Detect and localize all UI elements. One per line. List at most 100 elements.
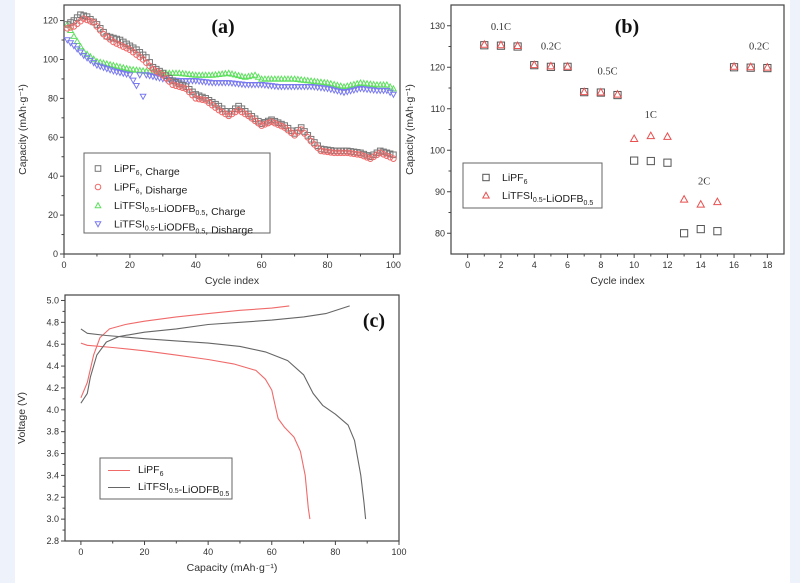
data-point-circle: [350, 150, 358, 158]
x-tick-label: 12: [662, 260, 672, 270]
legend-box: [83, 152, 271, 234]
legend-b: LiPF6 LiTFSI0.5-LiODFB0.5: [462, 162, 603, 209]
data-point-circle: [199, 96, 206, 103]
legend-entry-label: LiTFSI0.5-LiODFB0.5: [502, 190, 593, 207]
data-point-triangle-up: [129, 65, 137, 73]
y-tick-label: 60: [48, 132, 58, 142]
data-point-triangle-up: [185, 70, 193, 77]
data-point-triangle-up: [481, 191, 491, 199]
series-discharge_lipf6: [63, 15, 397, 162]
y-tick-label: 110: [431, 104, 445, 114]
data-point-circle: [123, 44, 130, 52]
data-point-square: [646, 156, 655, 166]
x-axis-label: Capacity (mAh·g⁻¹): [187, 562, 278, 574]
data-point-circle: [238, 108, 246, 116]
series-line-line_litfsi-charge: [80, 305, 350, 404]
y-tick-label: 120: [430, 62, 445, 72]
data-point-triangle-up: [496, 40, 506, 49]
data-point-triangle-up: [386, 82, 394, 90]
y-tick-label: 3.0: [46, 514, 59, 524]
data-point-circle: [363, 154, 371, 161]
legend-a: LiPF6, Charge LiPF6, Disharge LiTFSI0.5-Li…: [83, 152, 271, 237]
data-point-circle: [172, 82, 180, 90]
chart-panel-c: 0 20 40 60 80 100 2.8 3.0 3.2 3.4 3.6 3.8 4.0 4.2 4.4 4…: [16, 294, 407, 574]
data-point-circle: [274, 121, 282, 128]
y-tick-label: 2.8: [46, 536, 59, 546]
y-tick-label: 3.4: [46, 470, 59, 480]
panel-label-c: (c): [363, 310, 385, 332]
data-point-circle: [175, 83, 183, 91]
data-point-triangle-down: [340, 89, 348, 97]
data-point-square: [630, 156, 639, 165]
x-tick-label: 40: [203, 547, 213, 557]
data-point-triangle-up: [330, 80, 338, 88]
x-tick-label: 6: [565, 260, 570, 270]
data-point-triangle-up: [89, 55, 98, 62]
legend-entry-label: LiPF6, Charge: [114, 163, 180, 178]
data-point-triangle-down: [73, 46, 81, 53]
legend-box: [462, 162, 603, 209]
x-tick-label: 20: [140, 547, 150, 557]
data-point-circle: [156, 69, 163, 77]
data-point-triangle-up: [83, 50, 91, 57]
data-point-triangle-up: [132, 66, 141, 73]
y-tick-label: 3.6: [46, 449, 59, 459]
data-point-triangle-up: [231, 70, 239, 78]
x-tick-label: 4: [532, 260, 537, 270]
data-point-triangle-up: [529, 60, 539, 69]
data-point-circle: [327, 149, 335, 156]
data-point-triangle-up: [389, 84, 398, 92]
data-point-square: [696, 225, 705, 234]
rate-annotation: 0.1C: [491, 22, 511, 33]
y-tick-label: 130: [430, 21, 445, 31]
legend-entry-label: LiPF6, Disharge: [114, 182, 188, 197]
data-point-circle: [222, 110, 229, 118]
data-point-circle: [152, 67, 160, 75]
plot-frame: [64, 294, 400, 542]
data-point-circle: [353, 151, 361, 158]
data-point-circle: [63, 25, 71, 32]
data-point-triangle-down: [136, 72, 144, 79]
data-point-circle: [113, 40, 121, 47]
data-point-triangle-up: [317, 78, 325, 85]
data-point-circle: [264, 119, 272, 127]
y-tick-label: 4.2: [46, 383, 59, 393]
data-point-circle: [83, 16, 91, 24]
x-tick-label: 80: [330, 547, 340, 557]
data-point-triangle-up: [304, 76, 312, 84]
data-point-circle: [116, 41, 124, 49]
data-point-triangle-up: [320, 78, 328, 86]
x-tick-label: 2: [498, 260, 503, 270]
data-point-triangle-up: [333, 81, 342, 88]
x-axis-label: Cycle index: [205, 275, 260, 287]
rate-annotation: 0.5C: [597, 67, 617, 78]
data-point-triangle-up: [310, 77, 319, 84]
data-point-circle: [94, 183, 102, 191]
data-point-triangle-up: [360, 79, 368, 86]
x-tick-label: 16: [729, 260, 739, 270]
data-point-circle: [301, 130, 308, 137]
data-point-circle: [110, 38, 117, 46]
data-point-triangle-up: [563, 61, 572, 70]
data-point-triangle-up: [366, 80, 375, 87]
data-point-circle: [195, 95, 203, 103]
data-point-circle: [278, 122, 285, 130]
data-point-triangle-down: [389, 91, 398, 99]
data-point-circle: [320, 148, 328, 155]
data-point-triangle-up: [70, 32, 78, 39]
data-point-triangle-up: [613, 89, 622, 98]
y-tick-label: 5.0: [46, 295, 59, 305]
data-point-triangle-up: [103, 59, 111, 67]
data-point-circle: [231, 108, 239, 116]
data-point-circle: [169, 81, 177, 89]
data-point-triangle-up: [363, 79, 371, 87]
x-tick-label: 10: [629, 260, 639, 270]
data-point-circle: [218, 108, 226, 116]
data-point-circle: [337, 149, 345, 157]
y-tick-label: 4.4: [46, 361, 59, 371]
data-point-triangle-up: [323, 78, 332, 86]
data-point-circle: [271, 119, 279, 127]
data-point-circle: [215, 106, 223, 114]
data-point-triangle-up: [86, 52, 95, 60]
data-point-triangle-down: [126, 72, 134, 79]
